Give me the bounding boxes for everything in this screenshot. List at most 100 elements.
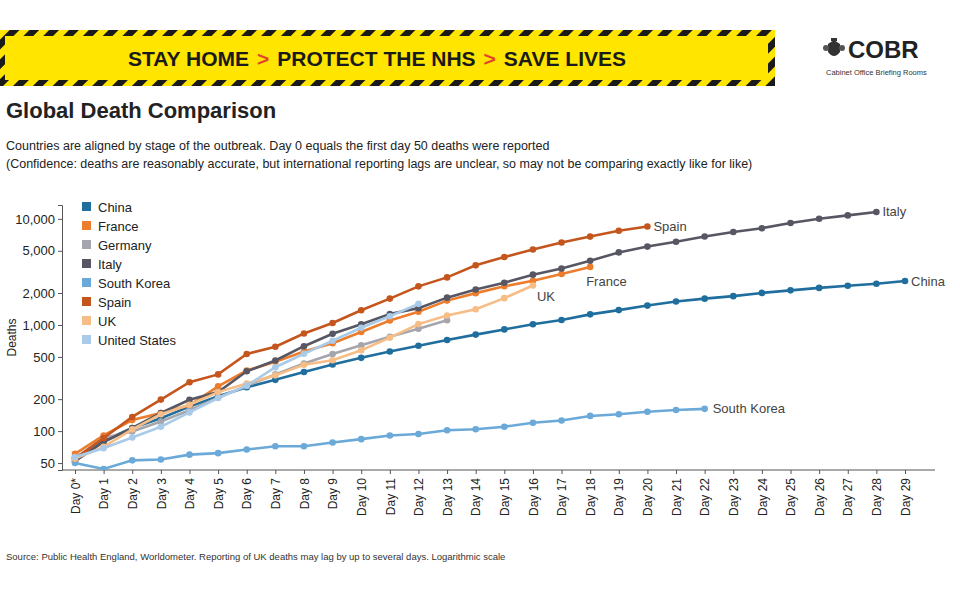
data-point <box>472 426 479 433</box>
data-point <box>444 312 451 319</box>
tick-label: Day 7 <box>269 478 283 510</box>
data-point <box>72 454 79 461</box>
data-point <box>100 435 107 442</box>
data-point <box>358 347 365 354</box>
legend-swatch <box>82 259 91 268</box>
data-point <box>158 456 165 463</box>
data-point <box>816 285 823 292</box>
data-point <box>358 324 365 331</box>
tick-mark <box>905 470 906 474</box>
subtitle: Countries are aligned by stage of the ou… <box>6 139 549 153</box>
legend-entry: China <box>82 200 133 215</box>
data-point <box>615 249 622 256</box>
tick: 50 <box>41 456 62 471</box>
series-end-label: South Korea <box>713 401 786 416</box>
tick: Day 12 <box>412 470 426 516</box>
data-point <box>215 383 222 390</box>
data-point <box>215 450 222 457</box>
tick-mark <box>361 470 362 474</box>
tick-mark <box>161 470 162 474</box>
data-point <box>129 426 136 433</box>
data-point <box>72 455 79 462</box>
tick-label: Day 27 <box>841 478 855 516</box>
data-point <box>787 220 794 227</box>
data-point <box>530 282 537 289</box>
data-point <box>844 212 851 219</box>
legend-entry: Spain <box>82 295 131 310</box>
tick-label: Day 6 <box>240 478 254 510</box>
data-point <box>701 406 708 413</box>
legend-label: France <box>98 219 138 234</box>
legend-swatch <box>82 316 91 325</box>
data-point <box>158 423 165 430</box>
data-point <box>301 361 308 368</box>
tick-mark <box>58 325 62 326</box>
data-point <box>902 278 909 285</box>
legend-label: South Korea <box>98 276 171 291</box>
tick: Day 17 <box>555 470 569 516</box>
legend-entry: Italy <box>82 257 122 272</box>
data-point <box>301 443 308 450</box>
tick: Day 0* <box>69 470 83 514</box>
tick-label: 10,000 <box>15 211 55 226</box>
data-point <box>100 435 107 442</box>
data-point <box>759 225 766 232</box>
series-end-label: China <box>911 274 946 289</box>
series-line <box>75 320 447 458</box>
tick-mark <box>189 470 190 474</box>
tick-mark <box>590 470 591 474</box>
tick: Day 21 <box>670 470 684 516</box>
tick-label: Day 29 <box>899 478 913 516</box>
data-point <box>615 307 622 314</box>
series-end-label: Italy <box>882 204 906 219</box>
tick-label: Day 19 <box>612 478 626 516</box>
tick-mark <box>533 470 534 474</box>
data-point <box>243 368 250 375</box>
data-point <box>558 317 565 324</box>
data-point <box>329 330 336 337</box>
data-point <box>272 371 279 378</box>
tick: 1,000 <box>22 318 62 333</box>
tick: Day 14 <box>469 470 483 516</box>
tick-mark <box>58 463 62 464</box>
data-point <box>759 290 766 297</box>
tick-mark <box>218 470 219 474</box>
tick: Day 8 <box>298 470 312 509</box>
data-point <box>358 355 365 362</box>
data-point <box>873 209 880 216</box>
tick-label: Day 5 <box>212 478 226 510</box>
series-end-label: Spain <box>653 219 686 234</box>
data-point <box>272 364 279 371</box>
tick-mark <box>562 470 563 474</box>
tick-mark <box>504 470 505 474</box>
tick-mark <box>75 470 76 474</box>
data-point <box>472 286 479 293</box>
data-point <box>472 262 479 269</box>
data-point <box>301 369 308 376</box>
data-point <box>215 395 222 402</box>
banner-fill <box>5 36 768 80</box>
tick-mark <box>304 470 305 474</box>
data-point <box>415 321 422 328</box>
tick: 200 <box>33 392 62 407</box>
data-point <box>272 357 279 364</box>
data-point <box>272 343 279 350</box>
data-point <box>387 313 394 320</box>
data-point <box>501 423 508 430</box>
data-point <box>558 239 565 246</box>
tick-label: 2,000 <box>22 286 55 301</box>
data-point <box>444 337 451 344</box>
tick: Day 7 <box>269 470 283 509</box>
tick-label: Day 28 <box>870 478 884 516</box>
tick: Day 24 <box>756 470 770 516</box>
tick-mark <box>647 470 648 474</box>
tick-mark <box>876 470 877 474</box>
data-point <box>730 229 737 236</box>
data-point <box>387 295 394 302</box>
chart-root: STAY HOME>PROTECT THE NHS>SAVE LIVESCOBR… <box>0 0 960 600</box>
logo-crest <box>823 38 845 56</box>
tick-mark <box>58 357 62 358</box>
tick: Day 22 <box>698 470 712 516</box>
data-point <box>186 401 193 408</box>
tick: Day 19 <box>612 470 626 516</box>
